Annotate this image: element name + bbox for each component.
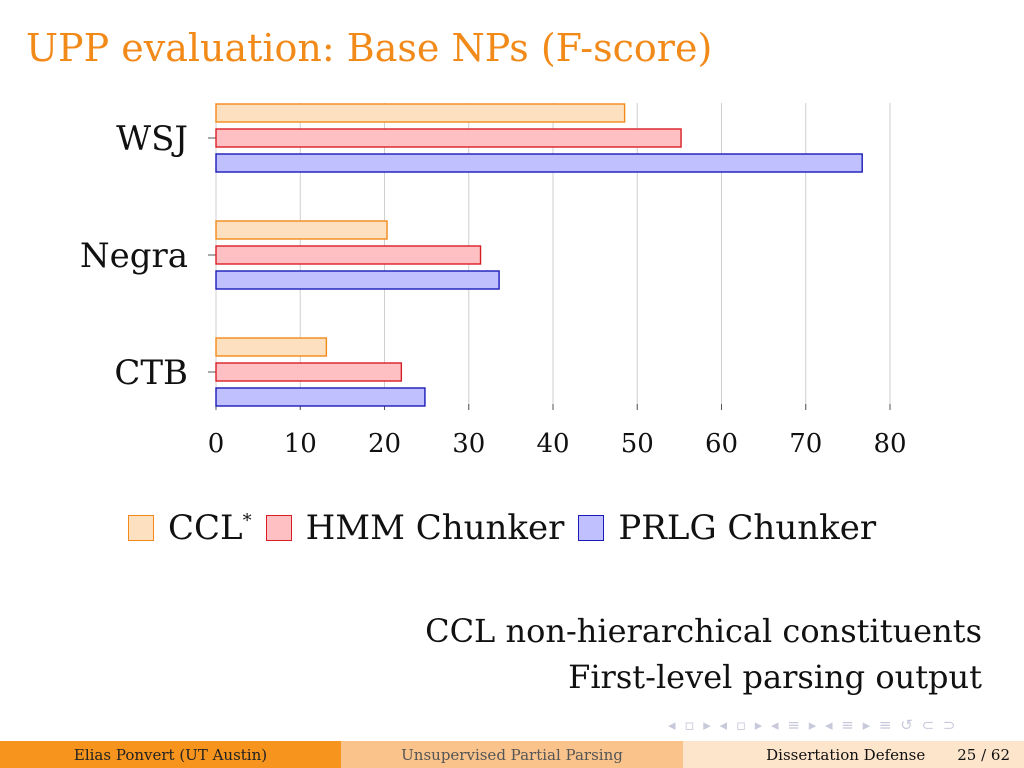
legend-item-prlg: PRLG Chunker bbox=[578, 508, 876, 548]
note-line-1: CCL non-hierarchical constituents bbox=[425, 612, 982, 650]
x-tick-label-60: 60 bbox=[705, 429, 738, 459]
chart-legend: CCL* HMM Chunker PRLG Chunker bbox=[128, 505, 890, 551]
bar-ctb-hmm bbox=[215, 362, 403, 382]
footer-event: Dissertation Defense 25 / 62 bbox=[683, 741, 1024, 768]
bar-chart: WSJ Negra CTB 0 10 20 30 40 50 60 70 80 bbox=[80, 103, 907, 459]
y-label-ctb: CTB bbox=[114, 353, 188, 393]
x-tick-label-40: 40 bbox=[536, 429, 569, 459]
bar-negra-hmm bbox=[215, 245, 482, 265]
x-tick-label-80: 80 bbox=[873, 429, 906, 459]
bar-negra-ccl bbox=[215, 220, 388, 240]
footer-event-label: Dissertation Defense bbox=[766, 745, 926, 764]
bar-ctb-ccl bbox=[215, 337, 328, 357]
legend-label-prlg: PRLG Chunker bbox=[618, 508, 877, 548]
bar-wsj-ccl bbox=[215, 103, 626, 123]
y-label-negra: Negra bbox=[80, 236, 188, 276]
note-line-2: First-level parsing output bbox=[568, 658, 982, 696]
chart-tick-labels: 0 10 20 30 40 50 60 70 80 bbox=[208, 429, 907, 459]
chart-category-labels: WSJ Negra CTB bbox=[80, 119, 188, 393]
page-title: UPP evaluation: Base NPs (F-score) bbox=[26, 26, 713, 70]
x-tick-label-0: 0 bbox=[208, 429, 225, 459]
bar-wsj-prlg bbox=[215, 153, 863, 173]
legend-swatch-ccl bbox=[128, 515, 154, 541]
x-tick-label-30: 30 bbox=[452, 429, 485, 459]
legend-label-hmm: HMM Chunker bbox=[305, 508, 565, 548]
legend-swatch-hmm bbox=[265, 515, 292, 541]
legend-swatch-prlg bbox=[578, 515, 605, 541]
x-tick-label-70: 70 bbox=[789, 429, 822, 459]
footer-talk-title: Unsupervised Partial Parsing bbox=[341, 741, 683, 768]
bar-wsj-hmm bbox=[215, 128, 682, 148]
legend-item-hmm: HMM Chunker bbox=[265, 508, 565, 548]
x-tick-label-10: 10 bbox=[284, 429, 317, 459]
legend-label-ccl: CCL* bbox=[168, 508, 252, 548]
footer-bar: Elias Ponvert (UT Austin) Unsupervised P… bbox=[0, 741, 1024, 768]
footer-page-number: 25 / 62 bbox=[957, 745, 1010, 764]
footer-author: Elias Ponvert (UT Austin) bbox=[0, 741, 341, 768]
bar-negra-prlg bbox=[215, 270, 500, 290]
x-tick-label-20: 20 bbox=[368, 429, 401, 459]
bar-ctb-prlg bbox=[215, 387, 426, 407]
y-label-wsj: WSJ bbox=[116, 119, 188, 159]
chart-bars bbox=[215, 103, 863, 407]
chart-axis bbox=[208, 137, 891, 410]
x-tick-label-50: 50 bbox=[621, 429, 654, 459]
beamer-navigation-symbols[interactable]: ◂ ▫ ▸ ◂ ▫ ▸ ◂ ≡ ▸ ◂ ≡ ▸ ≡ ↺ ⊂ ⊃ bbox=[668, 716, 958, 734]
legend-item-ccl: CCL* bbox=[128, 508, 252, 548]
